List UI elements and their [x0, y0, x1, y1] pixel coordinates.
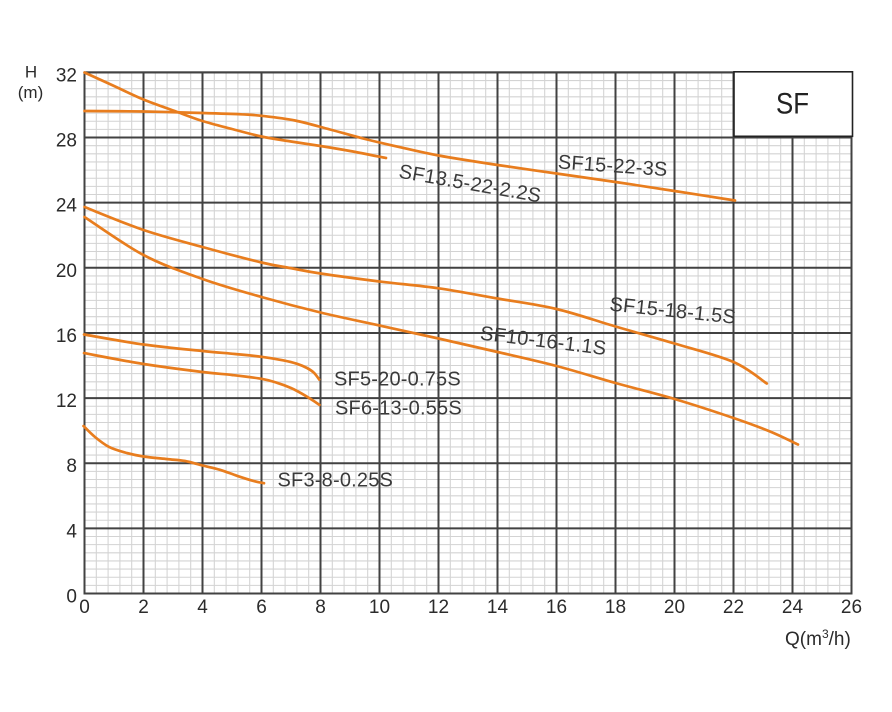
svg-text:6: 6: [256, 597, 267, 618]
svg-text:24: 24: [782, 597, 804, 618]
svg-text:Q(m3/h): Q(m3/h): [785, 627, 851, 650]
svg-text:24: 24: [56, 196, 78, 217]
svg-text:28: 28: [56, 131, 77, 152]
svg-text:SF: SF: [776, 88, 809, 121]
svg-text:12: 12: [56, 391, 77, 412]
svg-text:2: 2: [138, 597, 149, 618]
svg-text:32: 32: [56, 65, 77, 86]
svg-text:16: 16: [546, 597, 567, 618]
svg-text:0: 0: [79, 597, 90, 618]
svg-text:4: 4: [66, 521, 77, 542]
svg-text:(m): (m): [18, 83, 43, 102]
svg-text:SF5-20-0.75S: SF5-20-0.75S: [334, 369, 461, 391]
svg-text:4: 4: [197, 597, 208, 618]
svg-text:12: 12: [428, 597, 449, 618]
svg-text:0: 0: [66, 587, 77, 608]
svg-text:16: 16: [56, 326, 77, 347]
svg-text:8: 8: [315, 597, 326, 618]
svg-text:26: 26: [841, 597, 862, 618]
svg-text:14: 14: [487, 597, 509, 618]
svg-text:H: H: [25, 63, 37, 82]
svg-text:20: 20: [664, 597, 685, 618]
svg-text:SF6-13-0.55S: SF6-13-0.55S: [335, 397, 462, 419]
svg-text:8: 8: [66, 456, 77, 477]
svg-text:18: 18: [605, 597, 626, 618]
svg-text:22: 22: [723, 597, 744, 618]
svg-text:10: 10: [369, 597, 390, 618]
svg-text:20: 20: [56, 261, 77, 282]
svg-text:SF3-8-0.25S: SF3-8-0.25S: [278, 470, 394, 492]
